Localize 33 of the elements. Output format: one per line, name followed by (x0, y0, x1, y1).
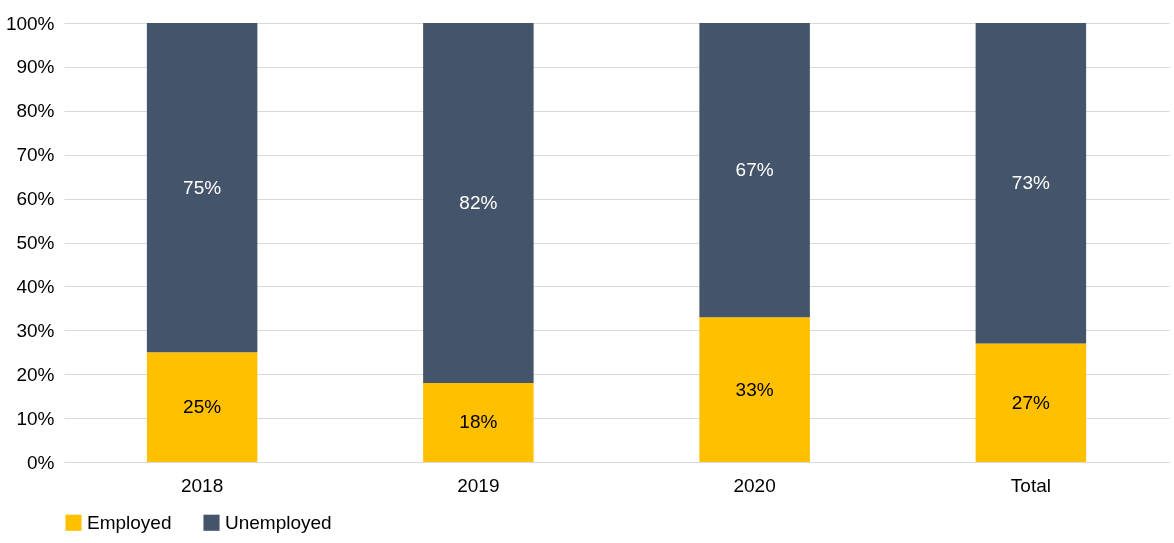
y-tick-label: 70% (16, 144, 55, 166)
bar (423, 382, 534, 462)
y-tick-label: 0% (27, 451, 55, 473)
y-tick-label: 90% (16, 56, 55, 78)
text: 25% (183, 396, 222, 418)
bar (146, 352, 258, 462)
y-tick-label: 10% (16, 407, 55, 429)
text: 73% (1011, 172, 1050, 194)
bar (146, 23, 258, 353)
y-tick-label: 30% (16, 319, 55, 341)
y-tick-label: 20% (16, 363, 55, 385)
text: 27% (1011, 391, 1050, 413)
legend-label: Unemployed (225, 511, 332, 533)
bar (975, 343, 1087, 462)
text: 82% (459, 191, 498, 213)
y-tick-label: 60% (16, 188, 55, 210)
x-tick-label: 2018 (180, 474, 224, 496)
text: 75% (183, 176, 222, 198)
bar (699, 23, 810, 318)
x-tick-label: 2019 (457, 474, 500, 496)
x-tick-label: Total (1010, 474, 1051, 496)
y-tick-label: 40% (16, 275, 55, 297)
bar (699, 317, 810, 462)
text: 18% (459, 411, 498, 433)
y-tick-label: 100% (5, 12, 55, 34)
y-tick-label: 50% (16, 232, 55, 253)
x-tick-label: 2020 (733, 474, 776, 496)
text: 33% (735, 378, 774, 400)
legend-label: Employed (87, 511, 172, 533)
bar (975, 23, 1087, 344)
y-tick-label: 80% (16, 100, 55, 122)
text: 67% (735, 159, 774, 181)
bar (423, 23, 534, 383)
